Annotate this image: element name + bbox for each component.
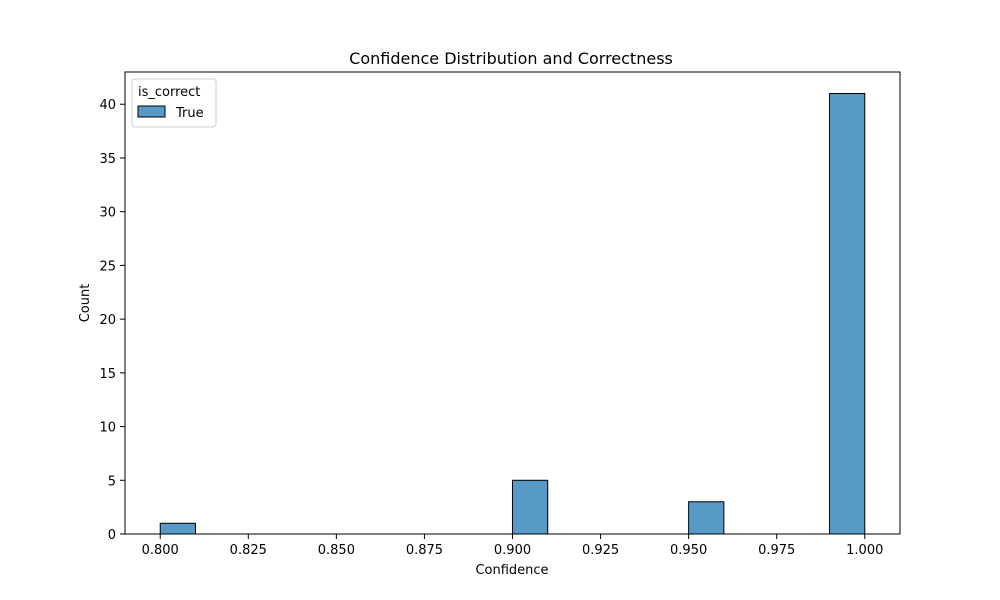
histogram-bar xyxy=(829,92,866,535)
y-tick-label: 25 xyxy=(99,259,116,274)
y-tick-label: 30 xyxy=(99,206,116,221)
y-tick-label: 5 xyxy=(108,474,116,489)
bars-layer xyxy=(159,92,866,535)
histogram-bar xyxy=(512,479,549,535)
legend: is_correct True xyxy=(131,78,217,128)
y-tick-label: 0 xyxy=(108,528,116,543)
legend-title: is_correct xyxy=(138,85,200,100)
y-tick-label: 35 xyxy=(99,152,116,167)
legend-entry-label: True xyxy=(175,106,204,121)
x-tick-label: 0.900 xyxy=(494,543,531,558)
legend-swatch xyxy=(137,105,166,118)
x-tick-label: 0.850 xyxy=(318,543,355,558)
x-tick-label: 0.925 xyxy=(582,543,619,558)
histogram-bar xyxy=(688,501,725,535)
plot-frame xyxy=(124,71,901,535)
x-tick-label: 1.000 xyxy=(846,543,883,558)
histogram-bar xyxy=(159,522,196,535)
x-tick-label: 0.825 xyxy=(230,543,267,558)
y-tick-label: 20 xyxy=(99,313,116,328)
y-tick-label: 15 xyxy=(99,367,116,382)
x-axis-label: Confidence xyxy=(475,563,548,578)
chart-title: Confidence Distribution and Correctness xyxy=(349,49,673,68)
y-tick-label: 40 xyxy=(99,98,116,113)
y-axis: 0 5 10 15 20 25 30 35 40 xyxy=(99,98,125,543)
x-tick-label: 0.800 xyxy=(142,543,179,558)
y-tick-label: 10 xyxy=(99,421,116,436)
x-tick-label: 0.875 xyxy=(406,543,443,558)
y-axis-label: Count xyxy=(78,284,93,323)
x-tick-label: 0.950 xyxy=(670,543,707,558)
x-tick-label: 0.975 xyxy=(758,543,795,558)
x-axis: 0.800 0.825 0.850 0.875 0.900 0.925 0.950 0.975… xyxy=(142,534,883,558)
